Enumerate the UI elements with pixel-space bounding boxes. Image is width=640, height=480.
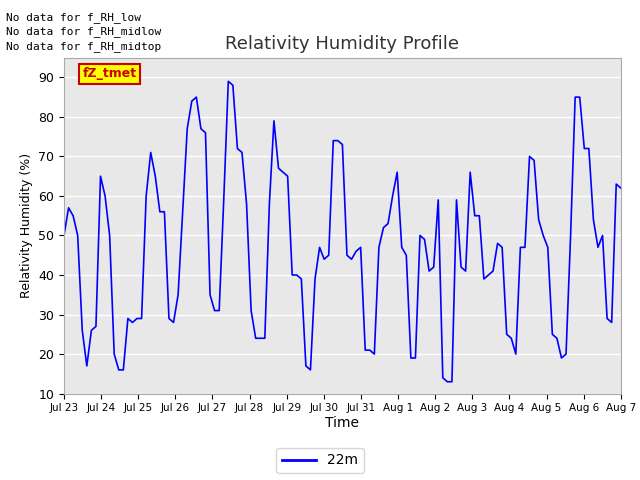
Title: Relativity Humidity Profile: Relativity Humidity Profile	[225, 35, 460, 53]
Text: No data for f_RH_low: No data for f_RH_low	[6, 12, 141, 23]
Text: No data for f_RH_midtop: No data for f_RH_midtop	[6, 41, 162, 52]
Legend: 22m: 22m	[276, 448, 364, 473]
Y-axis label: Relativity Humidity (%): Relativity Humidity (%)	[20, 153, 33, 298]
X-axis label: Time: Time	[325, 416, 360, 430]
Text: No data for f_RH_midlow: No data for f_RH_midlow	[6, 26, 162, 37]
Text: fZ_tmet: fZ_tmet	[83, 67, 137, 80]
